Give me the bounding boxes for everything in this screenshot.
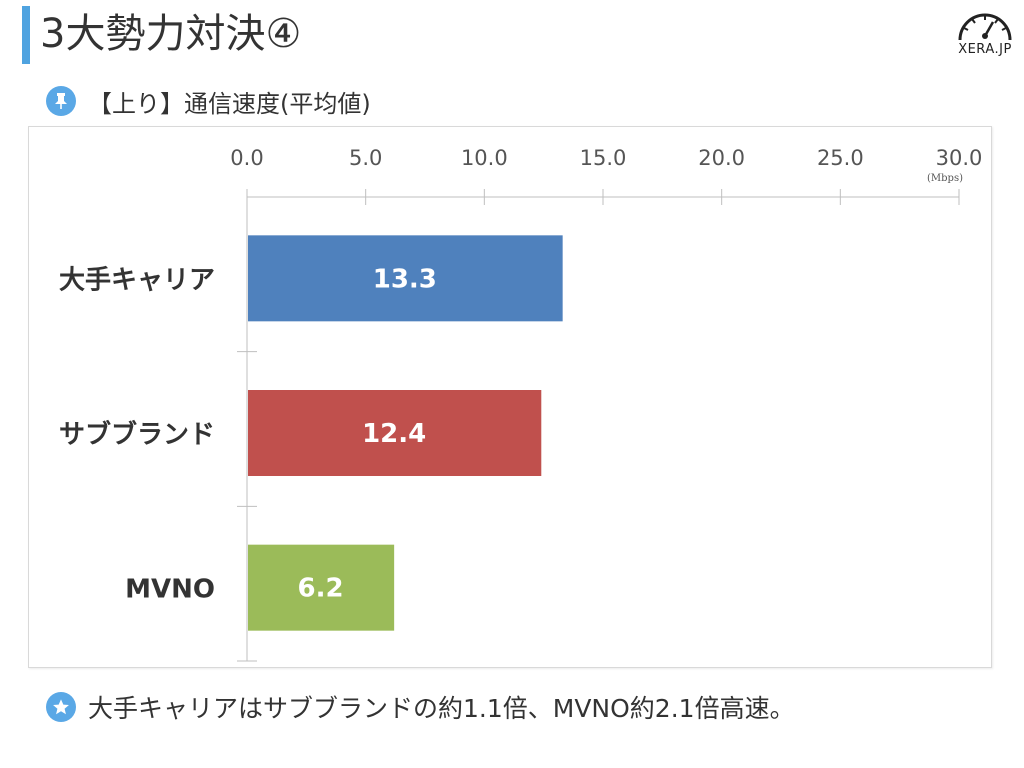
category-label: MVNO — [125, 575, 215, 605]
x-tick-label: 15.0 — [580, 146, 627, 170]
x-tick-label: 10.0 — [461, 146, 508, 170]
pin-icon — [46, 86, 76, 116]
page-title: 3大勢力対決④ — [40, 11, 302, 57]
logo: XERA.JP — [950, 6, 1020, 66]
summary-note: 大手キャリアはサブブランドの約1.1倍、MVNO約2.1倍高速。 — [88, 694, 795, 723]
title-accent-bar — [22, 6, 30, 64]
x-tick-label: 30.0 — [936, 146, 983, 170]
bar-value-label: 13.3 — [373, 264, 437, 294]
category-label: サブブランド — [59, 419, 215, 450]
star-icon — [46, 692, 76, 722]
chart-subtitle-row: 【上り】通信速度(平均値) — [46, 84, 371, 118]
chart-subtitle: 【上り】通信速度(平均値) — [88, 89, 371, 118]
speedometer-icon — [958, 13, 1012, 41]
x-tick-label: 25.0 — [817, 146, 864, 170]
bar-chart: 0.0 5.0 10.0 15.0 20.0 25.0 30.0 (Mbps) 13.3 大手キャ… — [59, 146, 983, 662]
chart-frame: 0.0 5.0 10.0 15.0 20.0 25.0 30.0 (Mbps) 13.3 大手キャ… — [28, 126, 992, 668]
category-label: 大手キャリア — [59, 265, 215, 295]
x-axis-unit: (Mbps) — [927, 173, 963, 184]
bar-value-label: 12.4 — [362, 419, 426, 449]
bar — [248, 390, 542, 476]
x-tick-label: 20.0 — [698, 146, 745, 170]
note-row: 大手キャリアはサブブランドの約1.1倍、MVNO約2.1倍高速。 — [46, 690, 795, 724]
bar — [248, 235, 563, 322]
x-tick-label: 5.0 — [349, 146, 382, 170]
bar — [248, 544, 395, 631]
bar-value-label: 6.2 — [298, 574, 344, 604]
x-tick-label: 0.0 — [230, 146, 263, 170]
logo-text: XERA.JP — [958, 42, 1012, 57]
